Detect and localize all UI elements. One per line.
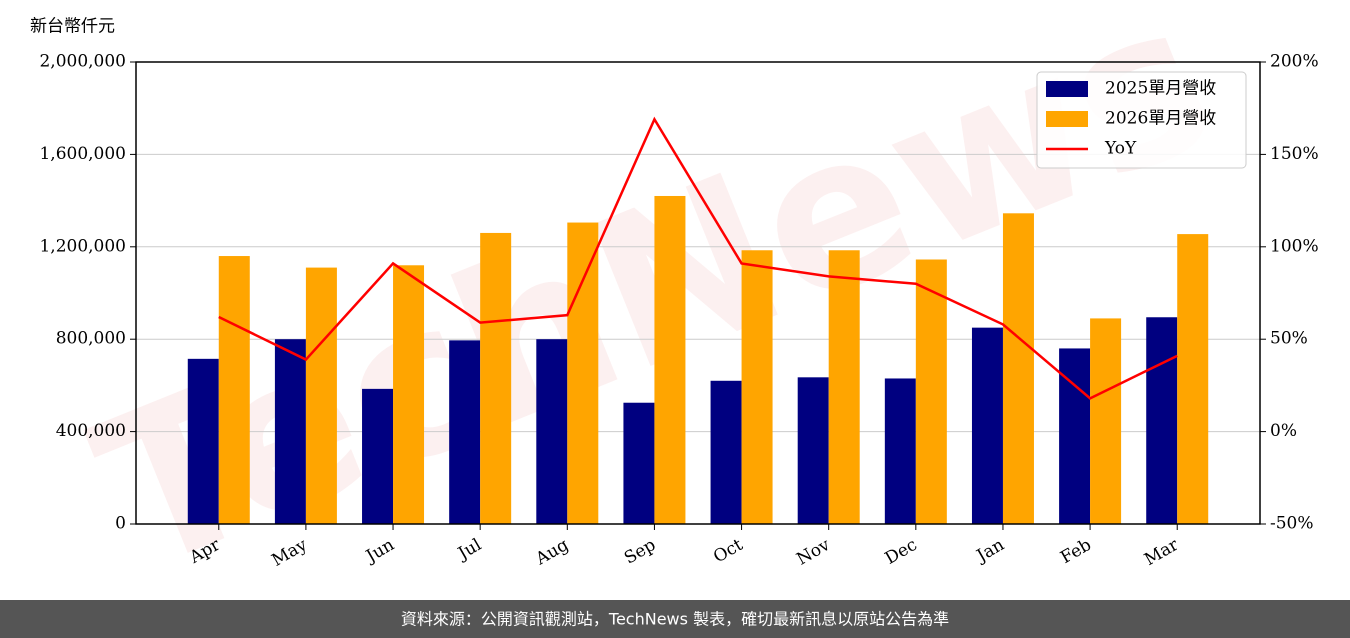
bar bbox=[623, 402, 655, 524]
x-tick-label: Nov bbox=[793, 535, 833, 570]
y-tick-label: 800,000 bbox=[56, 329, 126, 349]
bar bbox=[305, 267, 337, 524]
y2-tick-label: -50% bbox=[1270, 514, 1314, 534]
y2-tick-label: 150% bbox=[1270, 144, 1319, 164]
legend-swatch bbox=[1046, 111, 1088, 127]
bar bbox=[741, 250, 773, 524]
x-tick-label: Feb bbox=[1057, 535, 1095, 568]
bar bbox=[187, 358, 219, 524]
bar bbox=[915, 259, 947, 524]
x-tick-label: Jul bbox=[453, 535, 485, 565]
bar bbox=[362, 388, 394, 524]
source-note: 資料來源：公開資訊觀測站，TechNews 製表，確切最新訊息以原站公告為準 bbox=[401, 610, 949, 629]
y-tick-label: 1,200,000 bbox=[39, 236, 126, 256]
bar bbox=[274, 339, 306, 524]
y2-tick-label: 50% bbox=[1270, 329, 1308, 349]
bar bbox=[567, 222, 599, 525]
bar bbox=[536, 339, 568, 524]
x-tick-label: Sep bbox=[621, 535, 659, 569]
x-tick-label: Jan bbox=[972, 535, 1008, 567]
bar bbox=[218, 256, 250, 524]
bar bbox=[393, 265, 425, 524]
legend-box bbox=[1036, 71, 1247, 169]
y2-tick-label: 100% bbox=[1270, 236, 1319, 256]
bar bbox=[1177, 234, 1209, 524]
y2-tick-label: 200% bbox=[1270, 52, 1319, 72]
y-tick-label: 400,000 bbox=[56, 421, 126, 441]
x-tick-label: Jun bbox=[361, 535, 398, 568]
plot-frame bbox=[135, 61, 1261, 525]
bar bbox=[480, 232, 512, 524]
bar bbox=[1146, 317, 1178, 524]
legend-label: 2026單月營收 bbox=[1105, 109, 1216, 129]
bar bbox=[797, 377, 829, 524]
yoy-line bbox=[218, 116, 1178, 400]
x-tick-label: Oct bbox=[710, 535, 746, 568]
bar bbox=[449, 340, 481, 524]
bar bbox=[1090, 318, 1122, 524]
bar bbox=[971, 327, 1003, 524]
bar bbox=[710, 380, 742, 524]
x-tick-label: Mar bbox=[1141, 534, 1183, 570]
y2-tick-label: 0% bbox=[1270, 421, 1297, 441]
bar bbox=[654, 195, 686, 525]
bar bbox=[1002, 213, 1034, 524]
legend-swatch bbox=[1046, 81, 1088, 97]
y-tick-label: 1,600,000 bbox=[39, 144, 126, 164]
x-tick-label: Aug bbox=[532, 535, 573, 570]
bar bbox=[884, 378, 916, 524]
y-tick-label: 0 bbox=[115, 514, 126, 534]
y-axis-label: 新台幣仟元 bbox=[30, 17, 115, 37]
legend-label: YoY bbox=[1104, 139, 1137, 159]
x-tick-label: Dec bbox=[882, 535, 921, 569]
y-tick-label: 2,000,000 bbox=[39, 52, 126, 72]
legend-label: 2025單月營收 bbox=[1105, 79, 1216, 99]
bar bbox=[828, 250, 860, 524]
footer-band bbox=[0, 600, 1350, 638]
